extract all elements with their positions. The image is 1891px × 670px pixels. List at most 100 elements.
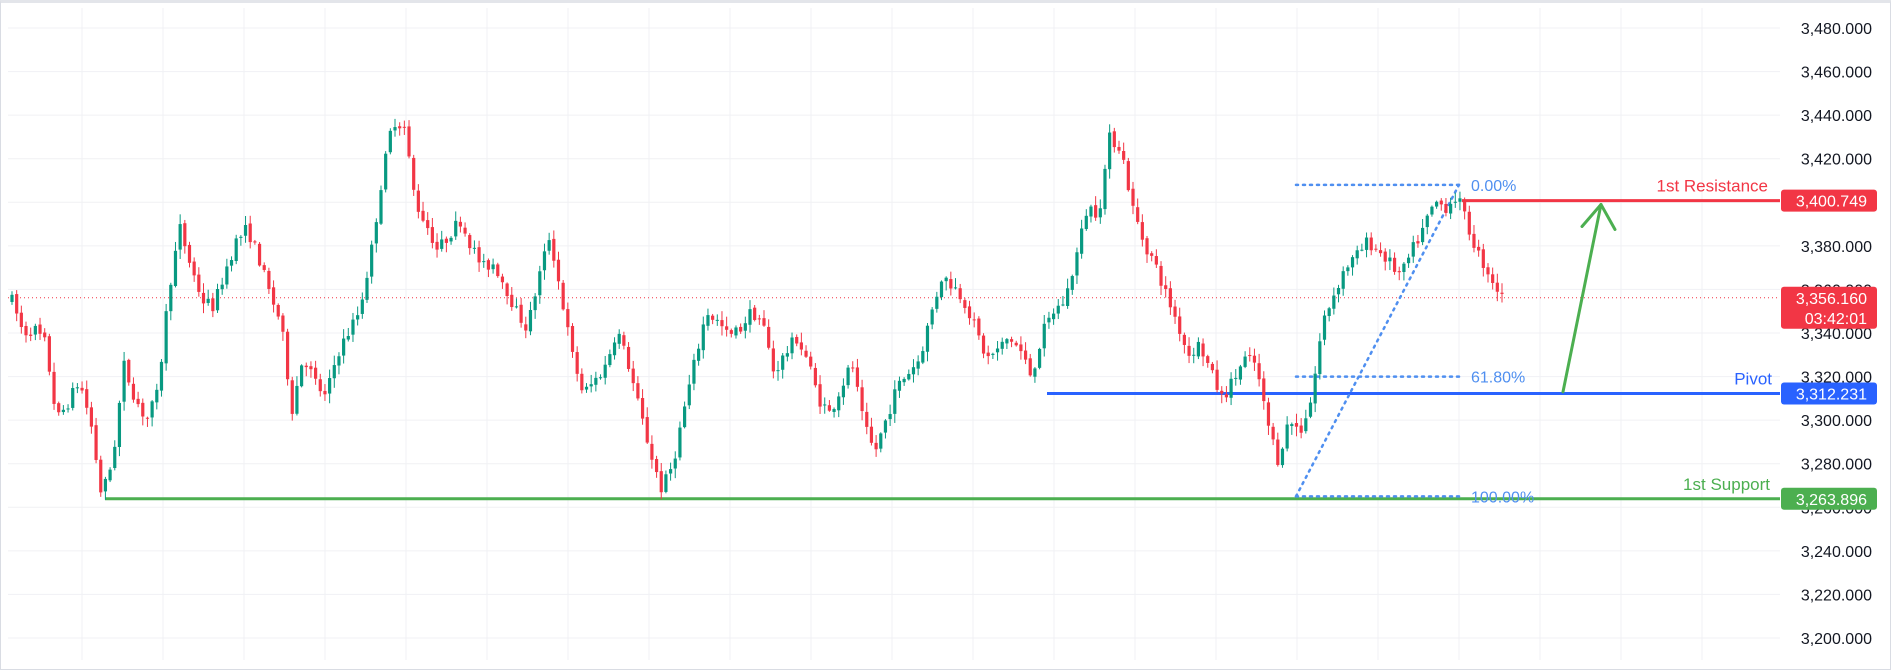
- candle-body: [986, 352, 990, 357]
- candle-body: [229, 260, 234, 266]
- candle-body: [921, 351, 925, 363]
- candle-body: [444, 238, 448, 243]
- candle-body: [243, 225, 248, 236]
- candle-body: [1061, 304, 1065, 306]
- fib-level-label: 61.80%: [1471, 370, 1525, 387]
- price-tick-label: 3,420.000: [1801, 152, 1872, 169]
- candle-body: [299, 365, 304, 387]
- candle-body: [33, 325, 37, 335]
- candle-body: [1075, 252, 1079, 276]
- candle-body: [482, 261, 486, 263]
- candle-body: [902, 378, 906, 383]
- candle-body: [860, 387, 864, 412]
- candle-body: [897, 380, 902, 391]
- price-tick-label: 3,240.000: [1801, 544, 1872, 561]
- candle-body: [496, 264, 500, 277]
- candle-body: [1318, 341, 1322, 375]
- candle-body: [220, 284, 224, 290]
- candle-body: [141, 402, 145, 417]
- candle-body: [1397, 271, 1401, 273]
- candle-body: [1056, 305, 1060, 314]
- candle-body: [1388, 257, 1392, 262]
- candle-body: [1201, 343, 1205, 357]
- candle-body: [1336, 287, 1341, 295]
- candle-body: [323, 390, 327, 395]
- candle-body: [1164, 285, 1168, 290]
- candle-body: [342, 338, 346, 356]
- candle-body: [981, 335, 986, 354]
- candle-body: [169, 284, 173, 312]
- level-price-text: 3,400.749: [1796, 194, 1867, 211]
- candle-body: [351, 319, 355, 335]
- level-name-label: 1st Support: [1683, 475, 1770, 494]
- candle-body: [785, 353, 789, 357]
- candle-body: [393, 127, 397, 131]
- candle-body: [1500, 292, 1504, 294]
- candle-body: [1070, 276, 1074, 290]
- candle-body: [412, 157, 416, 190]
- candle-body: [257, 243, 262, 266]
- candle-body: [477, 247, 481, 263]
- candle-body: [575, 352, 579, 374]
- candle-body: [486, 260, 491, 270]
- candle-body: [1392, 257, 1397, 272]
- candle-body: [977, 318, 981, 336]
- candle-body: [1051, 313, 1056, 320]
- candle-body: [1131, 188, 1135, 206]
- candle-body: [1458, 198, 1462, 202]
- candle-body: [328, 378, 332, 394]
- candle-body: [346, 336, 350, 340]
- candle-body: [879, 433, 883, 449]
- candle-body: [1369, 237, 1373, 251]
- candle-body: [1416, 241, 1420, 244]
- candle-body: [187, 244, 192, 263]
- candle-body: [678, 427, 682, 458]
- candle-body: [398, 126, 402, 129]
- candle-body: [1332, 295, 1336, 309]
- candle-body: [598, 377, 603, 379]
- candle-body: [795, 336, 799, 344]
- candle-body: [930, 309, 934, 325]
- price-badges: 3,400.749 3,312.231 3,263.896 3,356.160 03:4…: [1781, 189, 1877, 510]
- candle-body: [435, 241, 439, 250]
- candle-body: [159, 361, 164, 391]
- candle-body: [1294, 423, 1299, 427]
- candle-body: [654, 459, 659, 473]
- candle-body: [449, 237, 453, 242]
- level-price-badge: [1781, 487, 1877, 510]
- candle-body: [1019, 344, 1023, 352]
- candle-body: [1350, 257, 1355, 268]
- candle-body: [421, 210, 425, 221]
- price-tick-label: 3,340.000: [1801, 326, 1872, 343]
- candle-body: [524, 324, 528, 331]
- candle-body: [1495, 282, 1499, 292]
- candle-body: [426, 220, 430, 229]
- candle-body: [556, 259, 561, 282]
- candle-body: [1033, 368, 1037, 377]
- candle-body: [164, 311, 168, 364]
- candle-body: [505, 283, 509, 297]
- candle-body: [1145, 238, 1149, 255]
- candle-body: [370, 244, 374, 277]
- fib-level-label: 100.00%: [1471, 489, 1534, 506]
- candle-body: [38, 324, 42, 334]
- price-tick-label: 3,480.000: [1801, 21, 1872, 38]
- candle-body: [739, 326, 743, 332]
- candle-body: [566, 309, 570, 328]
- candle-body: [1023, 350, 1028, 360]
- candle-body: [407, 126, 411, 157]
- candle-body: [1327, 308, 1331, 317]
- candle-body: [463, 227, 467, 234]
- candle-body: [608, 354, 612, 366]
- candle-body: [1066, 288, 1070, 306]
- price-axis[interactable]: 3,480.0003,460.0003,440.0003,420.0003,40…: [1801, 21, 1872, 648]
- candle-body: [103, 478, 108, 492]
- fibonacci-retracement[interactable]: 0.00% 61.80% 100.00%: [1294, 178, 1534, 507]
- candle-body: [80, 387, 84, 391]
- candle-body: [1224, 394, 1229, 398]
- candle-body: [379, 190, 383, 224]
- candle-body: [771, 348, 775, 372]
- candle-body: [865, 411, 869, 427]
- candle-body: [1182, 334, 1186, 345]
